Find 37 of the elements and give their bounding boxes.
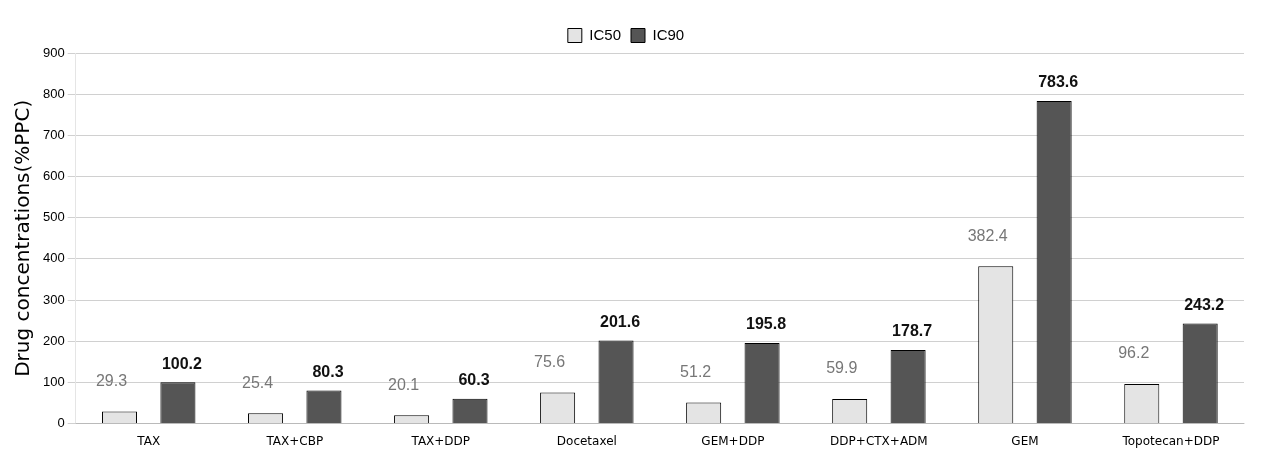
data-label: 20.1 [388,375,420,393]
data-label: 51.2 [680,362,712,380]
y-tick-label: 500 [42,209,65,225]
x-tick-label: TAX [136,433,161,448]
legend-label: IC90 [652,25,685,43]
x-tick-label: GEM+DDP [701,433,765,448]
y-tick-label: 0 [57,415,65,431]
x-tick-label: Topotecan+DDP [1121,433,1220,448]
data-label: 201.6 [600,312,641,330]
data-label: 100.2 [161,354,203,372]
data-label: 25.4 [241,373,274,391]
x-tick-label: TAX+CBP [265,433,324,448]
x-tick-label: TAX+DDP [410,433,471,448]
y-tick-label: 300 [42,291,65,307]
x-tick-label: DDP+CTX+ADM [830,433,928,448]
data-label: 243.2 [1184,295,1225,313]
data-label: 783.6 [1038,73,1079,91]
data-label: 178.7 [892,322,933,340]
y-tick-label: 100 [42,374,65,389]
y-tick-label: 200 [42,332,65,348]
data-label: 29.3 [95,371,128,389]
y-tick-label: 800 [42,85,65,101]
y-tick-label: 900 [42,44,65,60]
data-label: 195.8 [746,315,787,333]
data-label: 59.9 [826,359,858,377]
data-label: 60.3 [458,371,490,389]
data-label: 96.2 [1118,344,1150,362]
y-tick-label: 400 [42,250,65,266]
data-label: 80.3 [312,362,344,380]
y-tick-label: 600 [42,168,65,184]
data-label: 382.4 [967,226,1008,244]
y-tick-label: 700 [42,126,65,142]
y-axis-title: Drug concentrations(%PPC) [10,99,35,377]
x-tick-label: GEM [1011,433,1039,448]
data-label: 75.6 [534,352,566,370]
x-tick-label: Docetaxel [556,433,617,448]
legend-label: IC50 [589,25,621,43]
